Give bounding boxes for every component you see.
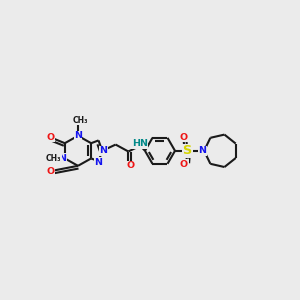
Text: O: O [47,133,55,142]
Text: N: N [94,158,103,167]
Text: N: N [58,154,67,163]
Text: O: O [180,133,188,142]
Text: CH₃: CH₃ [46,154,62,163]
Text: O: O [180,160,188,169]
Text: S: S [183,144,192,157]
Text: N: N [198,146,206,155]
Text: N: N [74,131,82,140]
Text: N: N [99,146,107,155]
Text: CH₃: CH₃ [73,116,88,124]
Text: HN: HN [132,140,148,148]
Text: O: O [127,161,135,170]
Text: O: O [47,167,55,176]
